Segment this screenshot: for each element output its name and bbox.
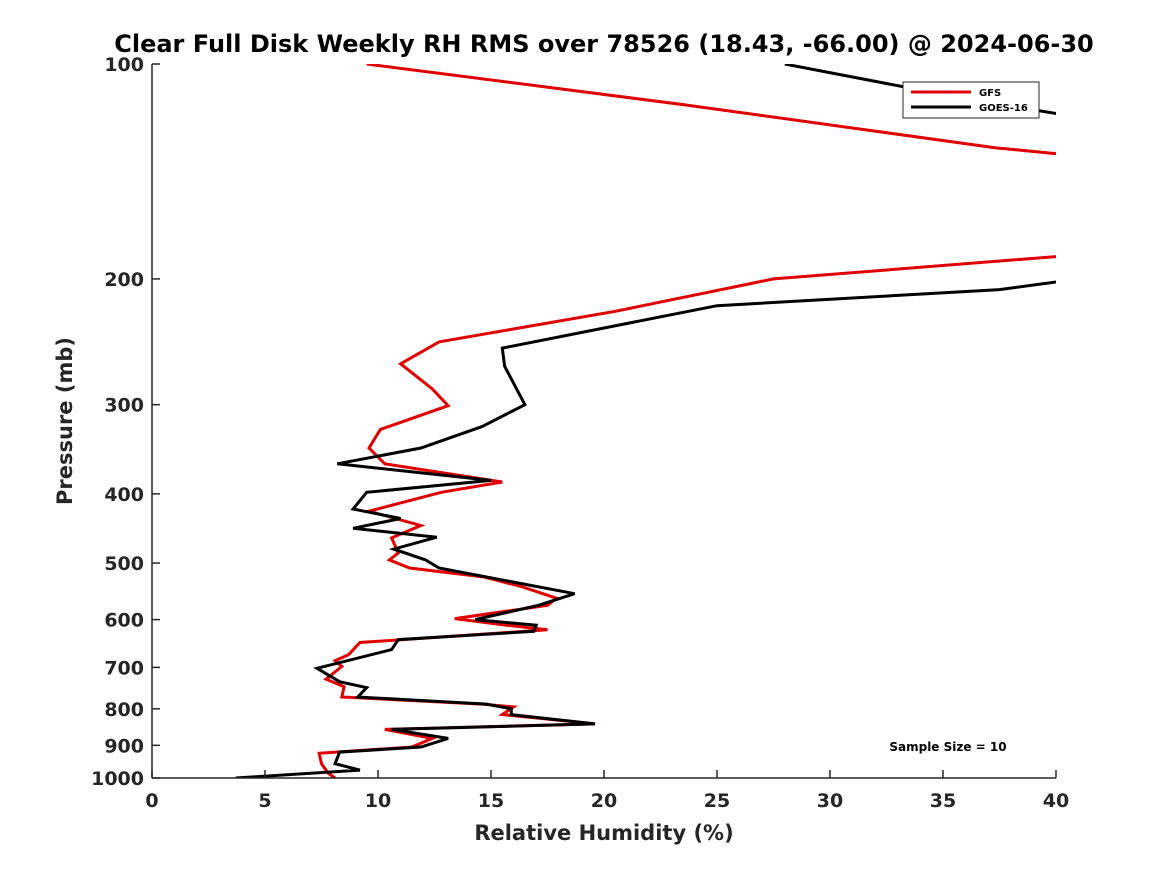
- y-tick-label: 200: [104, 269, 144, 291]
- y-tick-label: 900: [104, 735, 144, 757]
- series-line-gfs: [317, 64, 1056, 778]
- y-tick-label: 600: [104, 610, 144, 632]
- x-tick-label: 0: [145, 790, 158, 812]
- y-axis-label: Pressure (mb): [53, 337, 77, 505]
- x-tick-label: 30: [817, 790, 843, 812]
- y-tick-label: 700: [104, 657, 144, 679]
- x-tick-label: 20: [591, 790, 617, 812]
- x-tick-label: 15: [478, 790, 504, 812]
- y-tick-label: 100: [104, 54, 144, 76]
- y-tick-label: 800: [104, 699, 144, 721]
- legend: GFS GOES-16: [902, 81, 1040, 119]
- legend-label-gfs: GFS: [979, 88, 1001, 99]
- x-tick-label: 40: [1043, 790, 1069, 812]
- y-tick-layer: 100 200 300 400 500 600 700 800 900 1000: [91, 54, 160, 790]
- x-tick-label: 25: [704, 790, 730, 812]
- x-tick-label: 35: [930, 790, 956, 812]
- y-tick-label: 1000: [91, 768, 144, 790]
- axes-layer: [151, 64, 1056, 779]
- x-tick-label: 5: [258, 790, 271, 812]
- legend-box: [902, 81, 1040, 119]
- x-axis-label: Relative Humidity (%): [474, 821, 733, 845]
- series-line-goes16: [235, 64, 1056, 778]
- y-tick-label: 300: [104, 395, 144, 417]
- sample-size-annotation: Sample Size = 10: [889, 740, 1006, 754]
- y-tick-label: 400: [104, 484, 144, 506]
- series-layer: [235, 64, 1056, 778]
- x-tick-label: 10: [365, 790, 391, 812]
- x-tick-layer: 0 5 10 15 20 25 30 35 40: [145, 770, 1069, 812]
- legend-label-goes16: GOES-16: [979, 103, 1028, 114]
- chart-title: Clear Full Disk Weekly RH RMS over 78526…: [114, 30, 1094, 58]
- y-tick-label: 500: [104, 553, 144, 575]
